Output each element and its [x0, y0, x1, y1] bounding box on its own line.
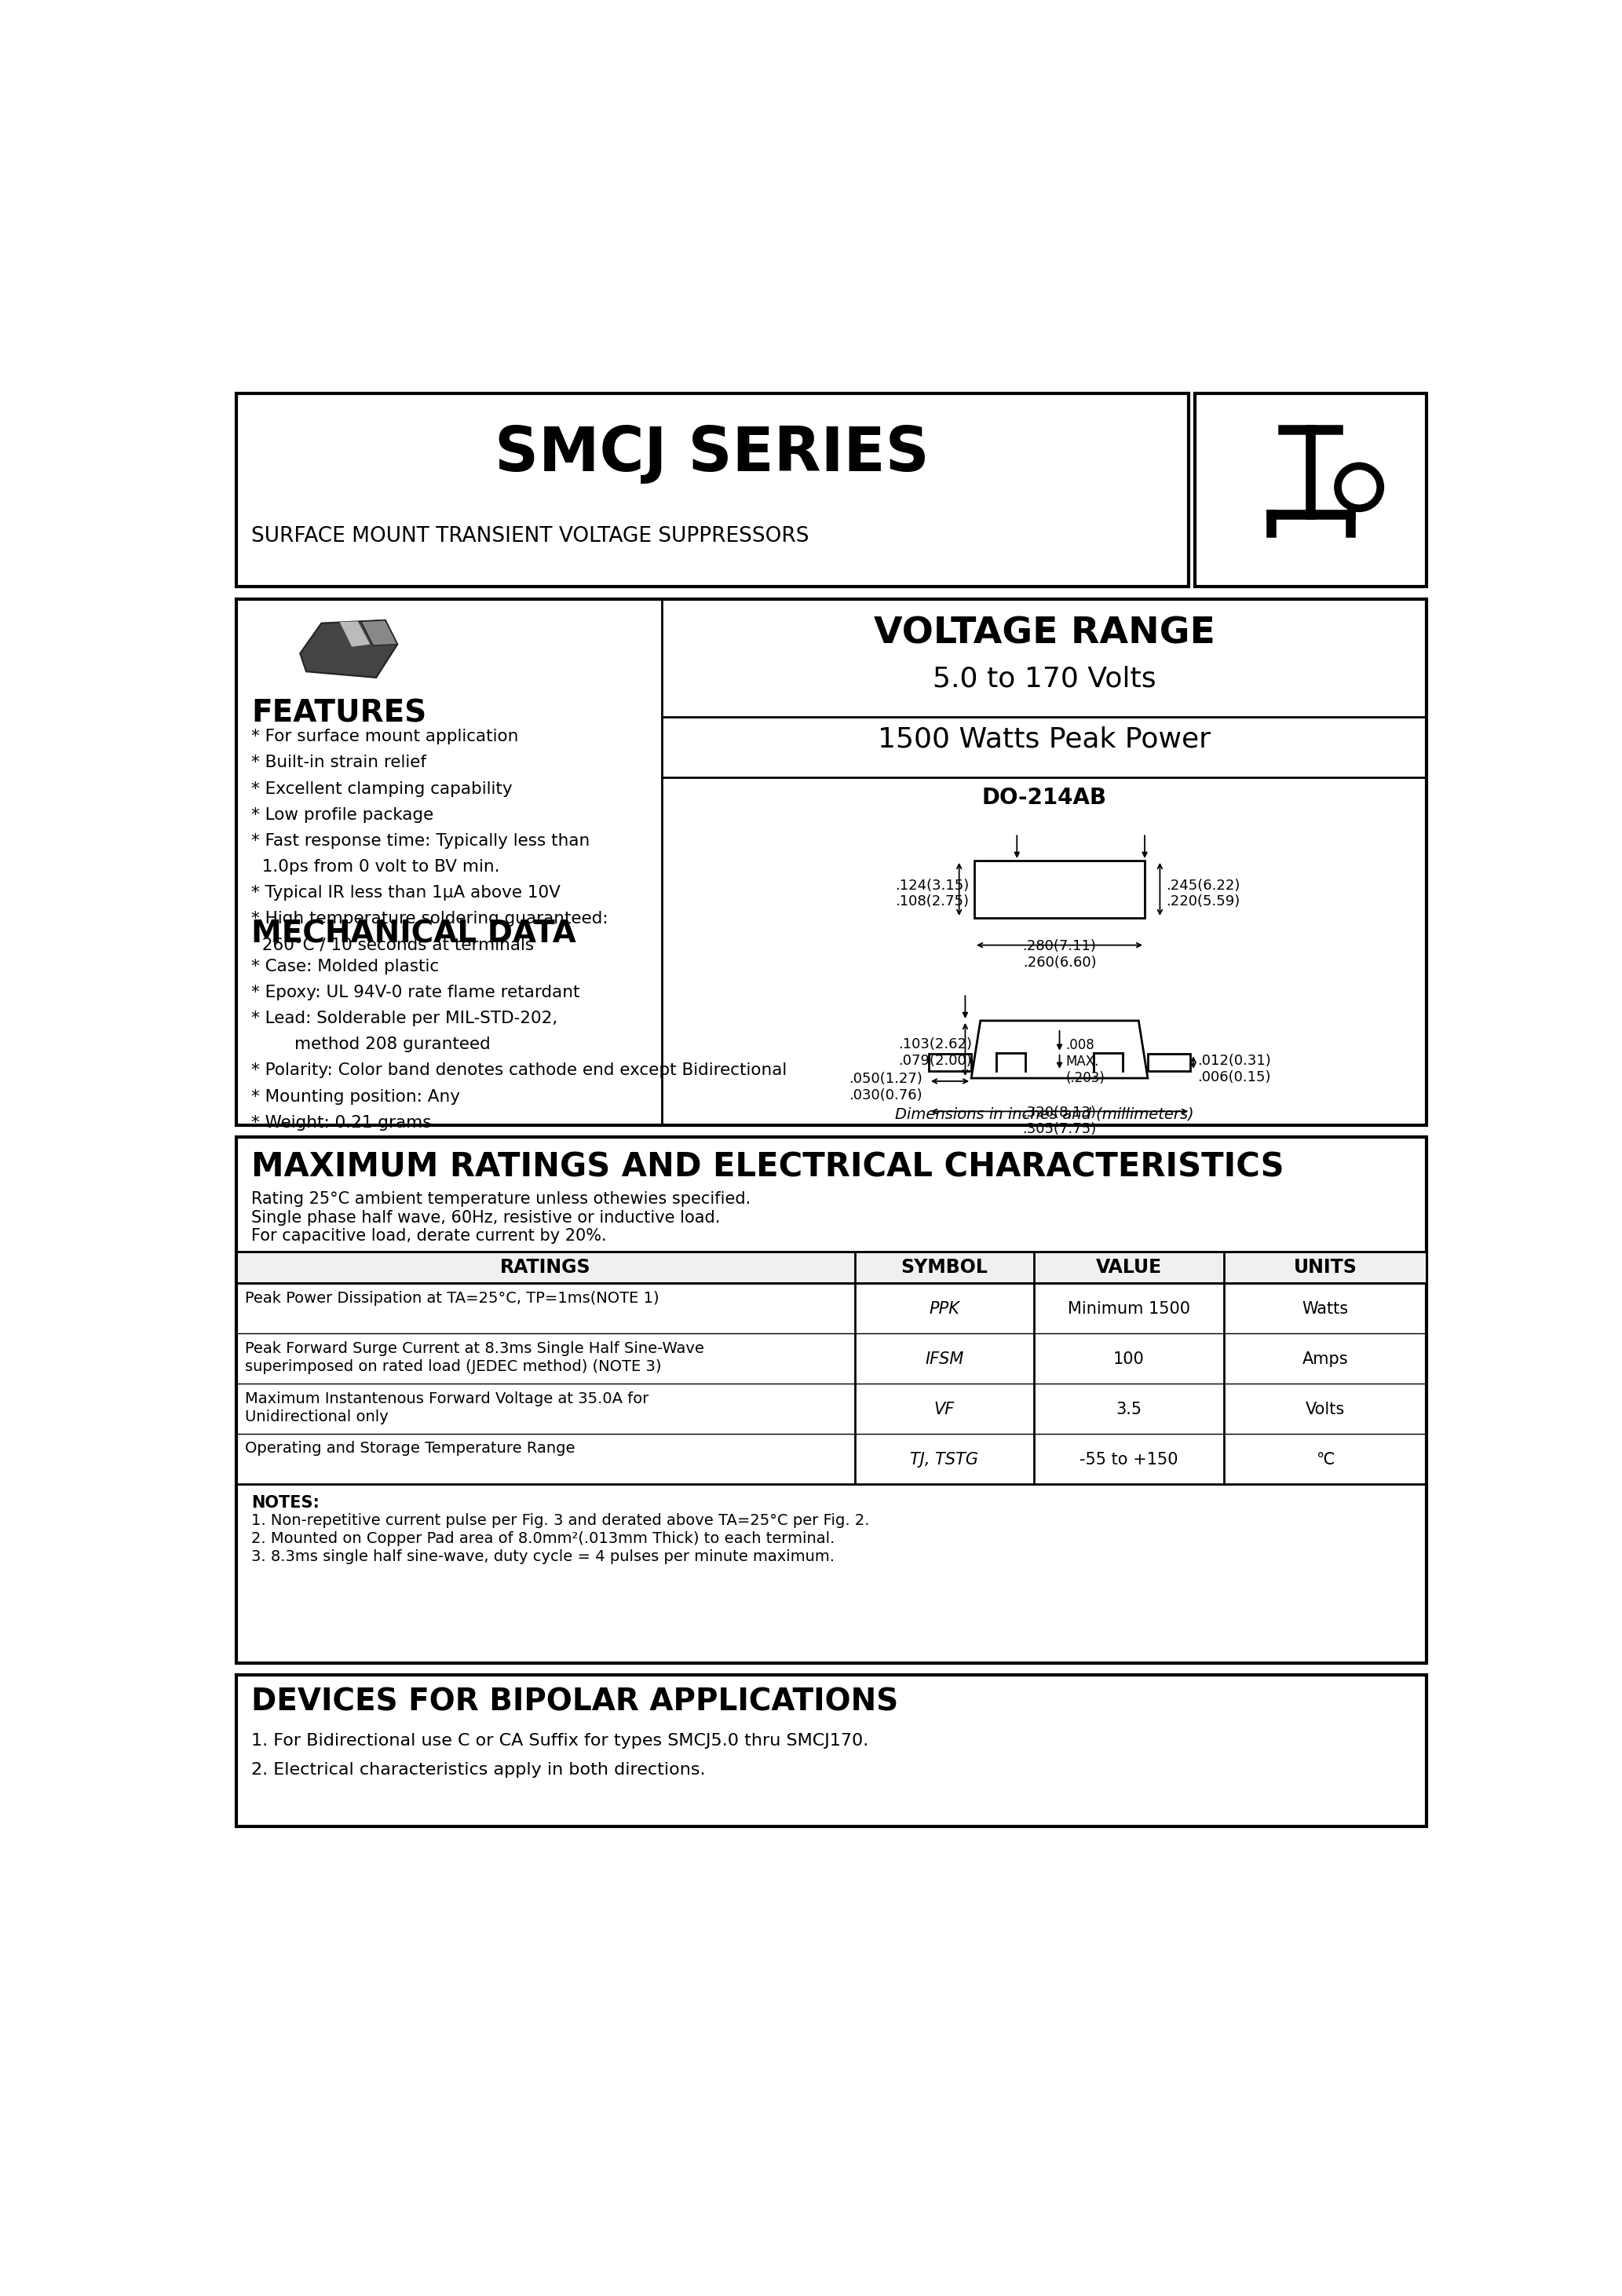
- Text: * Epoxy: UL 94V-0 rate flame retardant: * Epoxy: UL 94V-0 rate flame retardant: [251, 985, 581, 1001]
- Text: Peak Power Dissipation at TA=25°C, TP=1ms(NOTE 1): Peak Power Dissipation at TA=25°C, TP=1m…: [245, 1290, 660, 1306]
- Text: 2. Mounted on Copper Pad area of 8.0mm²(.013mm Thick) to each terminal.: 2. Mounted on Copper Pad area of 8.0mm²(…: [251, 1531, 835, 1545]
- Bar: [1148, 1054, 1191, 1070]
- Text: Unidirectional only: Unidirectional only: [245, 1410, 389, 1424]
- Polygon shape: [362, 620, 397, 645]
- Text: SURFACE MOUNT TRANSIENT VOLTAGE SUPPRESSORS: SURFACE MOUNT TRANSIENT VOLTAGE SUPPRESS…: [251, 526, 809, 546]
- Text: method 208 guranteed: method 208 guranteed: [251, 1038, 491, 1052]
- Text: Volts: Volts: [1306, 1401, 1345, 1417]
- Text: PPK: PPK: [929, 1302, 960, 1318]
- Text: For capacitive load, derate current by 20%.: For capacitive load, derate current by 2…: [251, 1228, 607, 1244]
- Text: * For surface mount application: * For surface mount application: [251, 730, 519, 744]
- Text: * Mounting position: Any: * Mounting position: Any: [251, 1088, 461, 1104]
- Text: DO-214AB: DO-214AB: [981, 788, 1106, 808]
- Text: .124(3.15)
.108(2.75): .124(3.15) .108(2.75): [895, 879, 970, 909]
- Text: * Built-in strain relief: * Built-in strain relief: [251, 755, 427, 771]
- Text: .050(1.27)
.030(0.76): .050(1.27) .030(0.76): [848, 1072, 923, 1102]
- Text: 1500 Watts Peak Power: 1500 Watts Peak Power: [878, 726, 1210, 753]
- Text: RATINGS: RATINGS: [500, 1258, 590, 1277]
- Text: .245(6.22)
.220(5.59): .245(6.22) .220(5.59): [1166, 879, 1241, 909]
- Bar: [237, 1251, 1426, 1483]
- Text: Amps: Amps: [1302, 1352, 1348, 1366]
- Text: superimposed on rated load (JEDEC method) (NOTE 3): superimposed on rated load (JEDEC method…: [245, 1359, 662, 1373]
- Text: SYMBOL: SYMBOL: [900, 1258, 988, 1277]
- Bar: [237, 1676, 1426, 1825]
- Polygon shape: [300, 620, 397, 677]
- Text: * Weight: 0.21 grams: * Weight: 0.21 grams: [251, 1116, 431, 1130]
- Bar: [237, 599, 1426, 1125]
- Text: 3.5: 3.5: [1116, 1401, 1142, 1417]
- Text: * Excellent clamping capability: * Excellent clamping capability: [251, 781, 513, 797]
- Text: FEATURES: FEATURES: [251, 698, 427, 728]
- Text: * Lead: Solderable per MIL-STD-202,: * Lead: Solderable per MIL-STD-202,: [251, 1010, 558, 1026]
- Text: * Polarity: Color band denotes cathode end except Bidirectional: * Polarity: Color band denotes cathode e…: [251, 1063, 787, 1079]
- Text: Minimum 1500: Minimum 1500: [1067, 1302, 1191, 1318]
- Text: .103(2.62)
.079(2.00): .103(2.62) .079(2.00): [899, 1038, 972, 1068]
- Text: DEVICES FOR BIPOLAR APPLICATIONS: DEVICES FOR BIPOLAR APPLICATIONS: [251, 1688, 899, 1717]
- Text: SMCJ SERIES: SMCJ SERIES: [495, 425, 929, 484]
- Bar: [237, 1137, 1426, 1662]
- Text: .012(0.31)
.006(0.15): .012(0.31) .006(0.15): [1197, 1054, 1272, 1084]
- Text: * Fast response time: Typically less than: * Fast response time: Typically less tha…: [251, 833, 590, 850]
- Text: MAXIMUM RATINGS AND ELECTRICAL CHARACTERISTICS: MAXIMUM RATINGS AND ELECTRICAL CHARACTER…: [251, 1150, 1285, 1182]
- Text: Maximum Instantenous Forward Voltage at 35.0A for: Maximum Instantenous Forward Voltage at …: [245, 1391, 649, 1405]
- Text: 1. For Bidirectional use C or CA Suffix for types SMCJ5.0 thru SMCJ170.: 1. For Bidirectional use C or CA Suffix …: [251, 1733, 869, 1747]
- Text: NOTES:: NOTES:: [251, 1495, 320, 1511]
- Text: 1. Non-repetitive current pulse per Fig. 3 and derated above TA=25°C per Fig. 2.: 1. Non-repetitive current pulse per Fig.…: [251, 1513, 869, 1529]
- Text: ℃: ℃: [1315, 1451, 1335, 1467]
- Text: .280(7.11)
.260(6.60): .280(7.11) .260(6.60): [1022, 939, 1096, 969]
- Text: .008
MAX.
(.203): .008 MAX. (.203): [1066, 1038, 1105, 1086]
- Polygon shape: [972, 1022, 1148, 1079]
- Text: 5.0 to 170 Volts: 5.0 to 170 Volts: [933, 666, 1156, 691]
- Text: Single phase half wave, 60Hz, resistive or inductive load.: Single phase half wave, 60Hz, resistive …: [251, 1210, 720, 1226]
- Text: 260°C / 10 seconds at terminals: 260°C / 10 seconds at terminals: [251, 937, 534, 953]
- Text: VF: VF: [934, 1401, 955, 1417]
- Bar: [237, 1251, 1426, 1283]
- Text: 100: 100: [1113, 1352, 1145, 1366]
- Text: Peak Forward Surge Current at 8.3ms Single Half Sine-Wave: Peak Forward Surge Current at 8.3ms Sing…: [245, 1341, 704, 1355]
- Text: VOLTAGE RANGE: VOLTAGE RANGE: [874, 615, 1215, 652]
- Bar: [929, 1054, 972, 1070]
- Text: TJ, TSTG: TJ, TSTG: [910, 1451, 978, 1467]
- Text: -55 to +150: -55 to +150: [1080, 1451, 1178, 1467]
- Polygon shape: [339, 622, 370, 647]
- Text: * Typical IR less than 1μA above 10V: * Typical IR less than 1μA above 10V: [251, 884, 561, 900]
- Text: MECHANICAL DATA: MECHANICAL DATA: [251, 918, 576, 948]
- Text: VALUE: VALUE: [1096, 1258, 1161, 1277]
- Text: IFSM: IFSM: [925, 1352, 963, 1366]
- Text: * High temperature soldering guaranteed:: * High temperature soldering guaranteed:: [251, 912, 608, 928]
- Text: Operating and Storage Temperature Range: Operating and Storage Temperature Range: [245, 1442, 576, 1456]
- Text: Rating 25°C ambient temperature unless othewies specified.: Rating 25°C ambient temperature unless o…: [251, 1192, 751, 1208]
- Text: * Case: Molded plastic: * Case: Molded plastic: [251, 960, 440, 974]
- Text: Dimensions in inches and (millimeters): Dimensions in inches and (millimeters): [895, 1107, 1194, 1123]
- Bar: [975, 861, 1145, 918]
- Text: 1.0ps from 0 volt to BV min.: 1.0ps from 0 volt to BV min.: [251, 859, 500, 875]
- Text: 2. Electrical characteristics apply in both directions.: 2. Electrical characteristics apply in b…: [251, 1761, 706, 1777]
- Text: * Low profile package: * Low profile package: [251, 806, 433, 822]
- Text: UNITS: UNITS: [1293, 1258, 1358, 1277]
- Text: .320(8.13)
.305(7.75): .320(8.13) .305(7.75): [1022, 1104, 1096, 1137]
- Text: Watts: Watts: [1302, 1302, 1348, 1318]
- Bar: [1194, 393, 1426, 588]
- Bar: [237, 393, 1189, 588]
- Text: 3. 8.3ms single half sine-wave, duty cycle = 4 pulses per minute maximum.: 3. 8.3ms single half sine-wave, duty cyc…: [251, 1550, 835, 1564]
